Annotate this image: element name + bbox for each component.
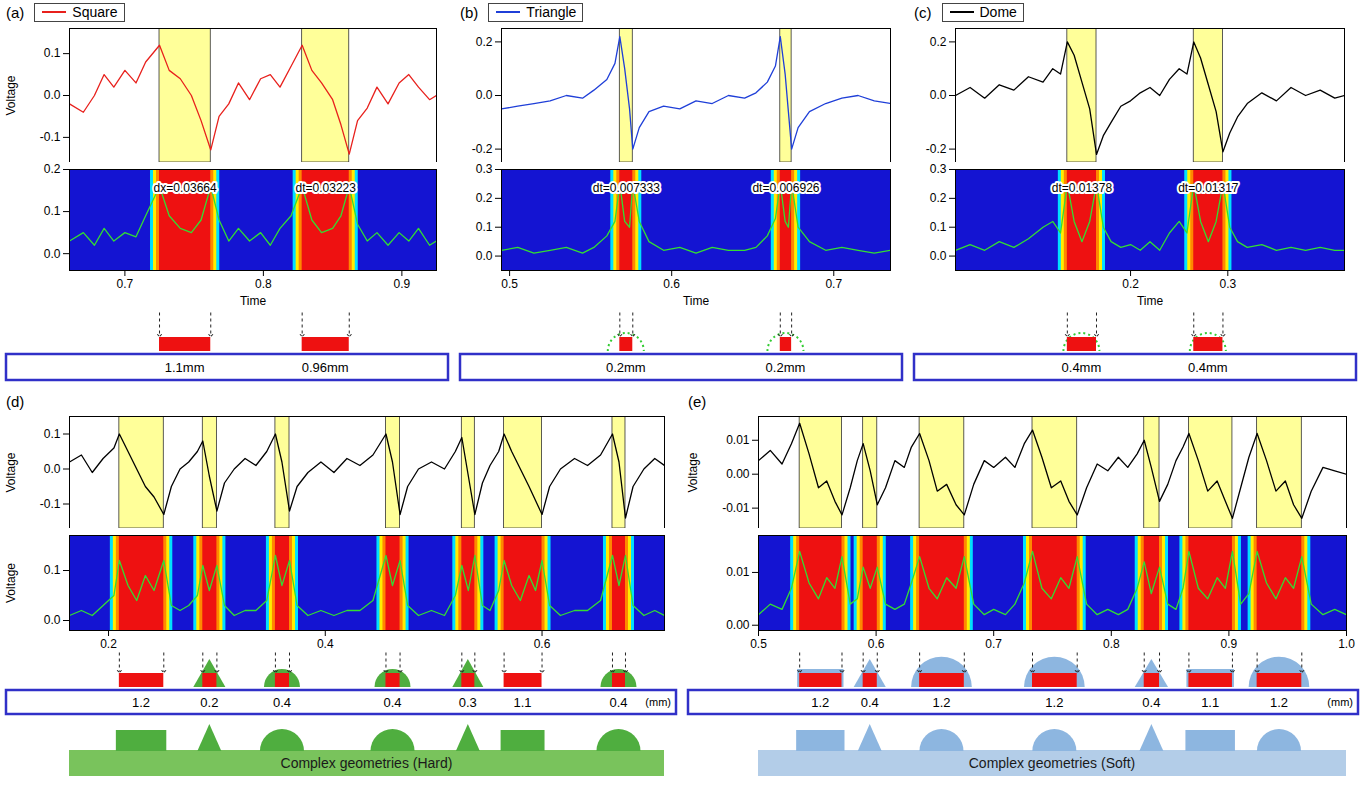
svg-text:0.2: 0.2 — [476, 35, 493, 49]
svg-text:dt=0.007333: dt=0.007333 — [593, 181, 660, 195]
svg-text:-0.1: -0.1 — [40, 130, 61, 144]
svg-text:0.0: 0.0 — [44, 88, 61, 102]
svg-text:-0.01: -0.01 — [722, 501, 750, 515]
svg-text:(mm): (mm) — [645, 696, 671, 708]
html-text:(d): (d) — [6, 392, 25, 410]
svg-text:0.3: 0.3 — [476, 162, 493, 176]
svg-text:dt=0.01378: dt=0.01378 — [1052, 181, 1113, 195]
html-text:(b): (b) — [460, 3, 479, 21]
svg-text:1.2: 1.2 — [132, 695, 150, 710]
svg-text:0.1: 0.1 — [44, 427, 61, 441]
svg-text:0.6: 0.6 — [663, 277, 680, 291]
svg-text:0.2mm: 0.2mm — [766, 360, 806, 375]
svg-text:0.1: 0.1 — [476, 220, 493, 234]
svg-text:Voltage: Voltage — [4, 452, 18, 492]
svg-text:0.2: 0.2 — [44, 162, 61, 176]
svg-text:0.8: 0.8 — [255, 277, 272, 291]
svg-text:0.2: 0.2 — [100, 637, 117, 651]
svg-text:0.1: 0.1 — [44, 563, 61, 577]
svg-text:0.6: 0.6 — [534, 637, 551, 651]
svg-text:1.2: 1.2 — [1270, 695, 1288, 710]
svg-text:0.5: 0.5 — [501, 277, 518, 291]
svg-text:0.0: 0.0 — [930, 88, 947, 102]
svg-text:0.0: 0.0 — [930, 249, 947, 263]
svg-text:Time: Time — [683, 294, 710, 308]
svg-text:0.0: 0.0 — [476, 249, 493, 263]
svg-text:1.1: 1.1 — [1201, 695, 1219, 710]
svg-text:0.2mm: 0.2mm — [606, 360, 646, 375]
svg-text:0.5: 0.5 — [750, 637, 767, 651]
svg-text:1.2: 1.2 — [932, 695, 950, 710]
svg-text:0.7: 0.7 — [825, 277, 842, 291]
svg-text:0.4mm: 0.4mm — [1062, 360, 1102, 375]
svg-text:Complex geometries (Soft): Complex geometries (Soft) — [969, 755, 1136, 771]
svg-text:0.7: 0.7 — [117, 277, 134, 291]
svg-text:0.2: 0.2 — [930, 191, 947, 205]
svg-text:0.7: 0.7 — [985, 637, 1002, 651]
svg-text:0.0: 0.0 — [44, 613, 61, 627]
svg-text:1.0: 1.0 — [1338, 637, 1355, 651]
svg-text:Time: Time — [240, 294, 267, 308]
svg-text:0.9: 0.9 — [394, 277, 411, 291]
svg-text:Voltage: Voltage — [4, 563, 18, 603]
svg-text:0.2: 0.2 — [930, 35, 947, 49]
svg-text:0.0: 0.0 — [44, 247, 61, 261]
svg-text:0.8: 0.8 — [1103, 637, 1120, 651]
svg-text:0.0: 0.0 — [44, 462, 61, 476]
svg-text:dt=0.01317: dt=0.01317 — [1178, 181, 1239, 195]
svg-text:-0.2: -0.2 — [926, 142, 947, 156]
svg-text:0.0: 0.0 — [476, 88, 493, 102]
svg-text:1.2: 1.2 — [1045, 695, 1063, 710]
svg-text:0.3: 0.3 — [1219, 277, 1236, 291]
svg-text:0.01: 0.01 — [726, 433, 750, 447]
svg-text:0.3: 0.3 — [459, 695, 477, 710]
svg-text:0.3: 0.3 — [930, 162, 947, 176]
html-text:(c): (c) — [914, 3, 932, 21]
svg-text:1.2: 1.2 — [811, 695, 829, 710]
svg-text:Voltage: Voltage — [4, 75, 18, 115]
html-text:(a): (a) — [6, 3, 25, 21]
svg-text:0.96mm: 0.96mm — [302, 360, 349, 375]
svg-text:0.1: 0.1 — [44, 204, 61, 218]
svg-text:0.2: 0.2 — [1122, 277, 1139, 291]
svg-text:Complex geometries (Hard): Complex geometries (Hard) — [281, 755, 453, 771]
svg-text:1.1mm: 1.1mm — [165, 360, 205, 375]
svg-text:0.4mm: 0.4mm — [1188, 360, 1228, 375]
html-text:(e): (e) — [688, 392, 707, 410]
svg-text:0.1: 0.1 — [930, 220, 947, 234]
svg-text:0.1: 0.1 — [44, 46, 61, 60]
svg-text:dt=0.006926: dt=0.006926 — [752, 181, 819, 195]
svg-text:0.4: 0.4 — [383, 695, 401, 710]
svg-text:-0.1: -0.1 — [40, 497, 61, 511]
svg-text:0.4: 0.4 — [273, 695, 291, 710]
svg-text:0.01: 0.01 — [726, 565, 750, 579]
svg-text:-0.2: -0.2 — [472, 142, 493, 156]
svg-text:Time: Time — [1137, 294, 1164, 308]
html-text:Square: Square — [72, 3, 118, 20]
svg-text:dt=0.03223: dt=0.03223 — [296, 181, 357, 195]
svg-text:0.9: 0.9 — [1221, 637, 1238, 651]
svg-text:0.2: 0.2 — [476, 191, 493, 205]
svg-text:0.00: 0.00 — [726, 467, 750, 481]
svg-text:1.1: 1.1 — [514, 695, 532, 710]
svg-text:0.4: 0.4 — [317, 637, 334, 651]
svg-text:0.6: 0.6 — [868, 637, 885, 651]
svg-text:(mm): (mm) — [1327, 696, 1353, 708]
svg-text:dx=0.03664: dx=0.03664 — [154, 181, 217, 195]
svg-text:Voltage: Voltage — [686, 452, 700, 492]
svg-text:0.2: 0.2 — [200, 695, 218, 710]
html-text:Triangle: Triangle — [526, 3, 577, 20]
svg-text:0.4: 0.4 — [861, 695, 879, 710]
svg-text:0.4: 0.4 — [609, 695, 627, 710]
svg-text:0.00: 0.00 — [726, 618, 750, 632]
svg-text:0.4: 0.4 — [1142, 695, 1160, 710]
html-text:Dome: Dome — [979, 3, 1017, 20]
